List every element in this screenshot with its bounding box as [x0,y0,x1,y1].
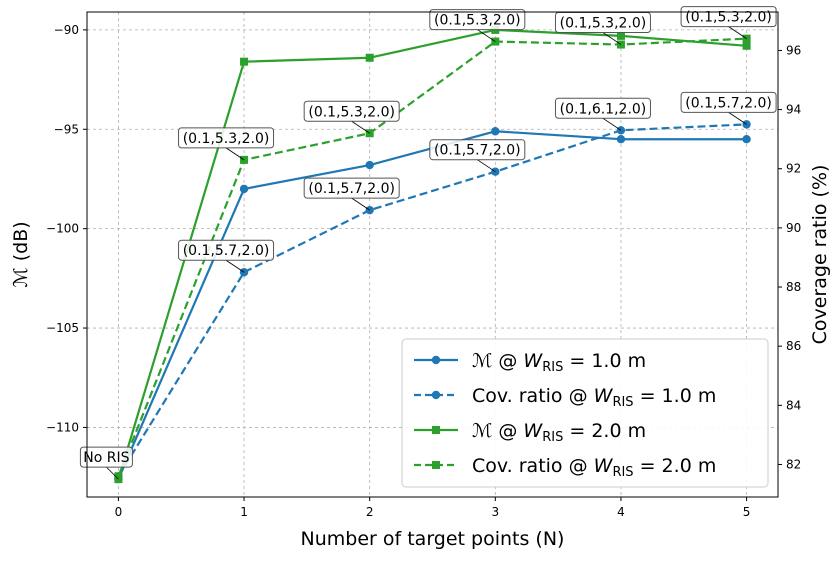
annotation-box [303,100,400,122]
left-y-tick-label: −100 [46,222,79,236]
annotation-label: (0.1,6.1,2.0) [554,97,651,131]
x-tick-label: 2 [366,505,374,519]
left-y-tick-label: −110 [46,420,79,434]
data-point [239,184,249,194]
left-y-tick-label: −90 [54,23,79,37]
annotation-box [79,446,133,468]
legend-label: Cov. ratio @ WRIS = 2.0 m [472,455,716,480]
annotation-text: (0.1,5.3,2.0) [434,13,521,29]
annotation-arrow [728,26,747,39]
right-y-tick-label: 88 [786,280,801,294]
right-y-tick-label: 94 [786,103,801,117]
x-tick-label: 0 [115,505,123,519]
right-y-axis-title: Coverage ratio (%) [809,165,831,345]
x-tick-label: 3 [491,505,499,519]
annotation-text: (0.1,5.3,2.0) [183,131,270,147]
legend-label: Cov. ratio @ WRIS = 1.0 m [472,385,716,410]
annotation-layer: No RIS (0.1,5.7,2.0) (0.1,5.3,2.0) (0.1,5.7… [79,6,777,480]
legend-label: ℳ @ WRIS = 2.0 m [472,420,646,445]
left-y-tick-label: −105 [46,321,79,335]
annotation-text: (0.1,5.3,2.0) [560,16,647,32]
annotation-text: (0.1,5.7,2.0) [434,143,521,159]
annotation-arrow [351,120,370,134]
series-line [117,37,747,477]
annotation-text: (0.1,5.7,2.0) [685,95,772,111]
data-point [114,472,123,481]
x-tick-label: 4 [617,505,625,519]
right-y-tick-label: 90 [786,221,801,235]
series-line [117,123,747,477]
annotation-box [303,177,400,199]
legend-swatch-marker [432,426,440,434]
annotation-box [680,91,777,113]
data-point [742,135,751,144]
annotation-box [178,239,275,261]
right-y-tick-label: 86 [786,339,801,353]
plot-frame [86,11,779,498]
left-y-axis-title: ℳ (dB) [10,221,32,287]
annotation-label: No RIS [79,446,133,480]
annotation-arrow [477,159,496,173]
annotation-label: (0.1,5.7,2.0) [680,91,777,125]
data-point [240,57,249,66]
annotation-label: (0.1,5.7,2.0) [429,139,526,173]
annotation-arrow [602,32,622,45]
tick-layer: 0 1 2 3 4 5 −110 −105 −100 −95 −90 82 84 86 88 90 92 94 96 [46,23,801,519]
legend-swatch-marker [432,461,440,469]
x-tick-label: 5 [743,505,751,519]
annotation-box [429,9,526,31]
x-axis-title: Number of target points (N) [301,528,565,550]
annotation-label: (0.1,5.7,2.0) [178,239,275,273]
annotation-text: No RIS [83,450,129,466]
annotation-arrow [225,147,245,161]
data-point [616,31,625,40]
annotation-text: (0.1,5.7,2.0) [183,243,270,259]
annotation-label: (0.1,5.3,2.0) [429,9,526,42]
data-point [365,53,374,62]
right-y-tick-label: 82 [786,457,801,471]
legend-frame [401,338,769,488]
x-tick-label: 1 [240,505,248,519]
right-y-tick-label: 84 [786,398,801,412]
right-y-tick-label: 92 [786,162,801,176]
annotation-arrow [477,29,496,42]
annotation-arrow [351,197,370,211]
legend: ℳ @ WRIS = 1.0 m Cov. ratio @ WRIS = 1.0 … [401,338,769,488]
annotation-arrow [602,117,622,131]
annotation-arrow [225,259,245,273]
legend-entry-1: Cov. ratio @ WRIS = 1.0 m [414,385,716,410]
annotation-box [554,12,651,34]
annotation-label: (0.1,5.3,2.0) [303,100,400,134]
annotation-arrow [106,466,119,480]
annotation-box [429,139,526,161]
annotation-box [178,127,275,149]
annotation-text: (0.1,5.3,2.0) [685,10,772,26]
annotation-label: (0.1,5.3,2.0) [554,12,651,45]
left-y-tick-label: −95 [54,122,79,136]
annotation-label: (0.1,5.3,2.0) [178,127,275,161]
right-y-tick-label: 96 [786,43,801,57]
annotation-box [554,97,651,119]
annotation-arrow [728,112,747,125]
data-point [491,127,500,136]
legend-entry-2: ℳ @ WRIS = 2.0 m [414,420,646,445]
annotation-text: (0.1,5.3,2.0) [308,104,395,120]
data-point [365,160,374,170]
legend-entry-3: Cov. ratio @ WRIS = 2.0 m [414,455,716,480]
annotation-text: (0.1,5.7,2.0) [308,181,395,197]
legend-entry-0: ℳ @ WRIS = 1.0 m [414,350,646,375]
annotation-text: (0.1,6.1,2.0) [560,101,647,117]
data-point [616,135,626,144]
legend-label: ℳ @ WRIS = 1.0 m [472,350,646,375]
annotation-label: (0.1,5.7,2.0) [303,177,400,211]
legend-swatch-marker [431,355,441,365]
data-point [742,41,751,50]
legend-swatch-marker [431,390,441,400]
